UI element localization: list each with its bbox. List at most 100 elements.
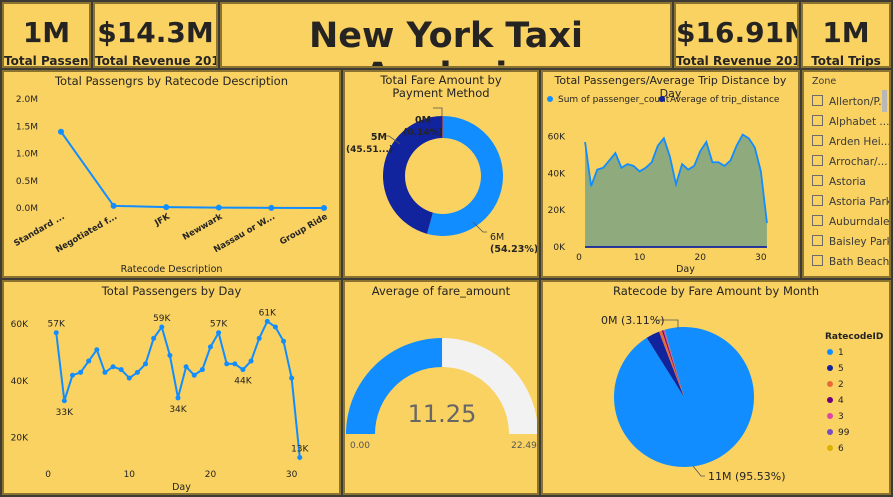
data-point (289, 375, 295, 381)
data-point (264, 318, 270, 324)
slicer-item-1[interactable]: Alphabet ... (812, 115, 889, 128)
pie-slice (661, 330, 684, 397)
gauge-max-label: 22.49 (511, 441, 537, 451)
x-tick-label: 30 (286, 470, 298, 480)
donut-slice (383, 116, 443, 234)
checkbox-icon[interactable] (812, 115, 823, 126)
series-line (55, 319, 301, 458)
leader-line (433, 107, 443, 116)
checkbox-icon[interactable] (812, 255, 823, 266)
kpi-value: $16.91M (676, 16, 799, 49)
legend-dot (827, 381, 833, 387)
legend-item: 5 (827, 364, 844, 374)
leader-line (692, 465, 705, 477)
gauge-min-label: 0.00 (350, 441, 370, 451)
slicer-scrollbar[interactable] (882, 90, 887, 112)
leader-line (385, 135, 401, 145)
x-tick-label: 30 (755, 253, 767, 263)
y-tick-label: 40K (548, 169, 566, 179)
checkbox-icon[interactable] (812, 135, 823, 146)
legend-label: 5 (838, 364, 844, 374)
chart-title: Total Fare Amount by Payment Method (380, 73, 502, 100)
kpi-card-revenue-2017: $14.3M Total Revenue 2017 (93, 2, 218, 68)
fare-gauge-chart[interactable]: Average of fare_amount 11.25 0.00 22.49 (343, 280, 539, 495)
passengers-distance-area-chart[interactable]: Total Passengers/Average Trip Distance b… (541, 70, 800, 278)
data-point (175, 395, 181, 401)
kpi-card-passengers: 1M Total Passen... (2, 2, 91, 68)
legend-label: Average of trip_distance (670, 95, 780, 105)
ratecode-fare-pie-chart[interactable]: Ratecode by Fare Amount by Month 0M (3.1… (541, 280, 891, 495)
legend-label: 1 (838, 348, 844, 358)
x-tick-label: 0 (45, 470, 51, 480)
slicer-item-6[interactable]: Auburndale (812, 215, 889, 228)
payment-method-donut-chart[interactable]: Total Fare Amount by Payment Method 6M (5… (343, 70, 539, 278)
data-point (69, 372, 75, 378)
area-fill (585, 134, 767, 247)
slicer-item-8[interactable]: Bath Beach (812, 255, 889, 268)
legend-dot (827, 349, 833, 355)
chart-title: Total Passengrs by Ratecode Description (54, 74, 288, 88)
chart-title: Ratecode by Fare Amount by Month (613, 284, 819, 298)
checkbox-icon[interactable] (812, 235, 823, 246)
data-point (110, 202, 117, 209)
data-point (126, 375, 132, 381)
passengers-by-day-chart[interactable]: Total Passengers by Day 20K 40K 60K 0 10 20 30… (2, 280, 341, 495)
checkbox-icon[interactable] (812, 155, 823, 166)
legend-dot (827, 365, 833, 371)
slicer-item-label: Arrochar/... (829, 156, 888, 168)
area-plot: 0K 20K 40K 60K 0 10 20 30 (548, 132, 768, 263)
data-point (167, 352, 173, 358)
legend-dot (827, 445, 833, 451)
slicer-item-label: Astoria (829, 176, 866, 188)
slicer-item-5[interactable]: Astoria Park (812, 195, 889, 208)
series-line (584, 133, 768, 224)
zone-slicer[interactable]: Zone Allerton/P... Alphabet ... Arden He… (802, 70, 891, 278)
ratecode-pie-plot: 0M (3.11%) 11M (95.53%) (601, 314, 786, 483)
y-tick-label: 1.5M (16, 122, 38, 132)
slicer-item-3[interactable]: Arrochar/... (812, 155, 888, 168)
checkbox-icon[interactable] (812, 195, 823, 206)
data-label: 59K (153, 314, 171, 324)
kpi-value: 1M (22, 16, 71, 49)
data-point (110, 364, 116, 370)
x-axis-label: Day (172, 482, 191, 493)
data-point (58, 128, 64, 135)
slicer-item-label: Bath Beach (829, 256, 890, 268)
checkbox-icon[interactable] (812, 175, 823, 186)
slicer-title: Zone (812, 76, 837, 87)
slicer-item-label: Auburndale (829, 216, 890, 228)
legend-dot (827, 397, 833, 403)
kpi-label: Total Passen... (4, 54, 89, 68)
data-point (272, 324, 278, 330)
data-point (297, 454, 303, 460)
slicer-item-label: Allerton/P... (829, 96, 889, 108)
legend-item: 2 (827, 380, 844, 390)
y-tick-label: 0.0M (16, 204, 38, 214)
slicer-item-7[interactable]: Baisley Park (812, 235, 889, 248)
data-point (321, 204, 327, 211)
data-point (134, 369, 140, 375)
data-point (61, 398, 67, 404)
kpi-value: 1M (822, 16, 870, 49)
data-point (215, 204, 222, 211)
checkbox-icon[interactable] (812, 215, 823, 226)
data-label: 33K (56, 408, 74, 418)
data-point (224, 361, 230, 367)
x-tick-label: 0 (576, 253, 582, 263)
data-point (163, 204, 170, 211)
pie-slice (663, 329, 684, 397)
ratecode-passengers-chart[interactable]: Total Passengrs by Ratecode Description … (2, 70, 341, 278)
slice-pct: (54.23%) (490, 244, 537, 255)
donut-slice (442, 116, 443, 139)
slicer-item-4[interactable]: Astoria (812, 175, 866, 188)
slicer-item-2[interactable]: Arden Hei... (812, 135, 889, 148)
data-point (78, 369, 84, 375)
leader-line (655, 319, 679, 329)
checkbox-icon[interactable] (812, 95, 823, 106)
y-tick-label: 20K (548, 206, 566, 216)
x-tick-label: 20 (695, 253, 707, 263)
legend-item-distance: Average of trip_distance (659, 95, 779, 105)
data-point (191, 372, 197, 378)
data-point (94, 347, 100, 353)
slicer-item-0[interactable]: Allerton/P... (812, 95, 888, 108)
